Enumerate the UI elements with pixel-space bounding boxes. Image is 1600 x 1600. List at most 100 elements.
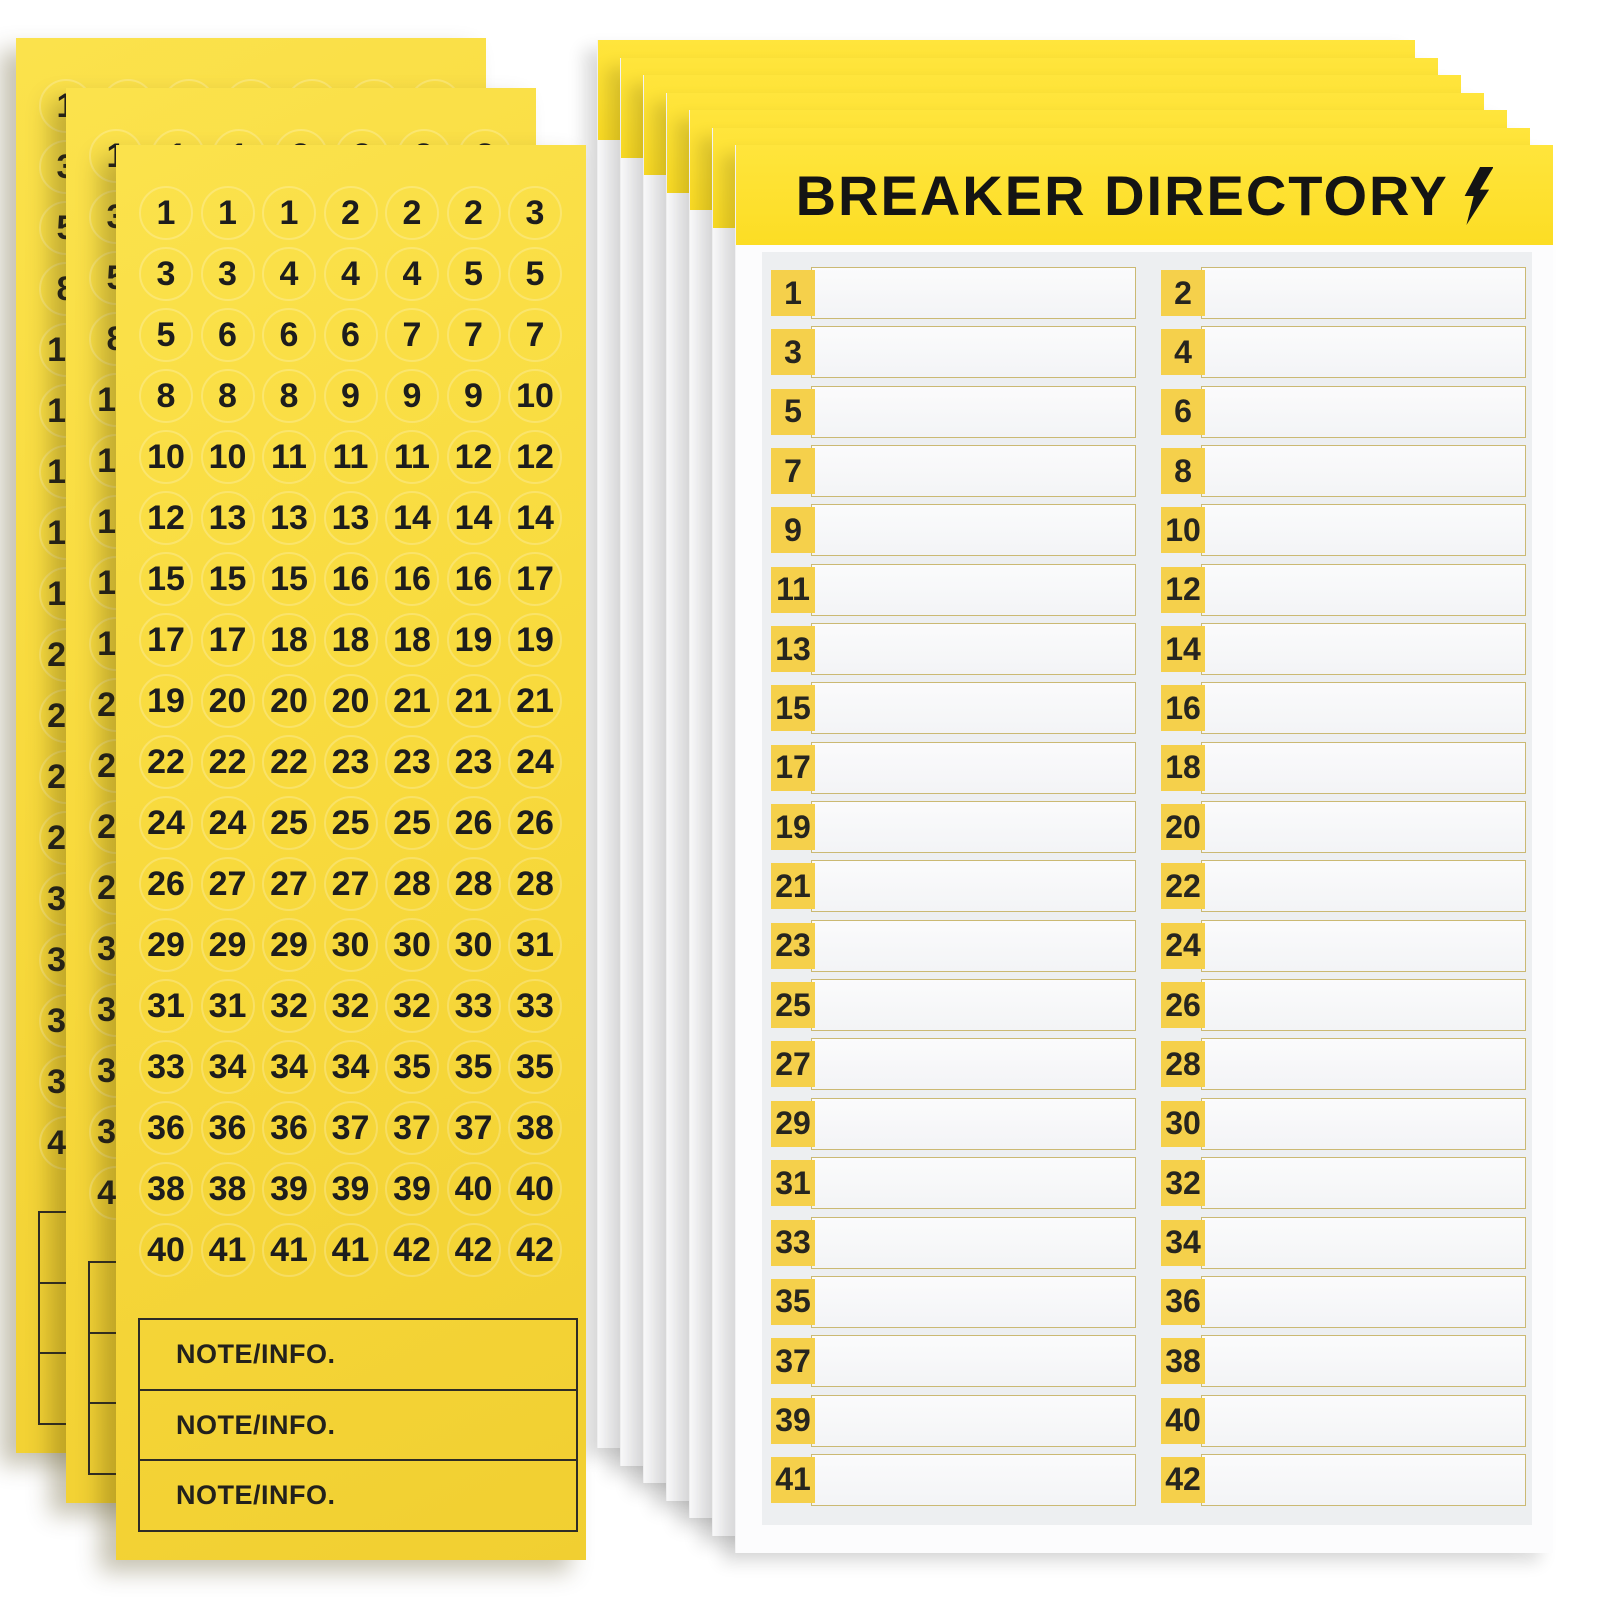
row-number-tab: 16 [1161, 685, 1205, 732]
sticker-number: 39 [382, 1159, 442, 1220]
note-label: NOTE/INFO. [176, 1409, 336, 1440]
row-write-line [811, 801, 1136, 854]
row-write-line [1201, 1097, 1526, 1150]
sticker-number: 36 [136, 1098, 196, 1159]
card-header: BREAKER DIRECTORY [736, 145, 1553, 245]
row-write-line [811, 1097, 1136, 1150]
sticker-number: 37 [382, 1098, 442, 1159]
row-number-tab: 40 [1161, 1397, 1205, 1444]
sticker-number: 16 [444, 549, 504, 610]
row-write-line [1201, 979, 1526, 1032]
row-write-line [1201, 860, 1526, 913]
sticker-number: 9 [444, 366, 504, 427]
row-number-tab: 10 [1161, 507, 1205, 554]
sticker-number: 39 [259, 1159, 319, 1220]
row-write-line [1201, 1275, 1526, 1328]
sticker-number: 17 [198, 610, 258, 671]
row-number-tab: 20 [1161, 804, 1205, 851]
note-row: NOTE/INFO. [140, 1388, 576, 1460]
row-number-tab: 17 [771, 744, 815, 791]
sticker-number: 6 [321, 305, 381, 366]
sticker-number: 8 [259, 366, 319, 427]
sticker-number: 31 [505, 915, 565, 976]
rows-column-left: 1 3 5 7 9 11 13 15 17 19 21 23 25 27 29 31 33 35 37 39 41 [771, 267, 1136, 1506]
breaker-row: 21 [771, 860, 1136, 913]
breaker-row: 24 [1161, 919, 1526, 972]
row-write-line [811, 919, 1136, 972]
row-number-tab: 35 [771, 1278, 815, 1325]
row-write-line [1201, 267, 1526, 319]
sticker-number: 25 [259, 793, 319, 854]
sticker-number: 1 [136, 183, 196, 244]
breaker-row: 32 [1161, 1157, 1526, 1210]
breaker-row: 34 [1161, 1216, 1526, 1269]
sticker-number: 42 [505, 1220, 565, 1281]
sticker-number: 4 [382, 244, 442, 305]
note-box: NOTE/INFO. NOTE/INFO. NOTE/INFO. [138, 1318, 578, 1532]
row-write-line [1201, 326, 1526, 379]
row-write-line [1201, 385, 1526, 438]
breaker-row: 25 [771, 979, 1136, 1032]
sticker-number: 21 [382, 671, 442, 732]
breaker-row: 17 [771, 741, 1136, 794]
row-number-tab: 28 [1161, 1041, 1205, 1088]
row-write-line [811, 979, 1136, 1032]
row-number-tab: 34 [1161, 1219, 1205, 1266]
sticker-number: 11 [321, 427, 381, 488]
sticker-number: 1 [198, 183, 258, 244]
row-write-line [811, 445, 1136, 498]
breaker-row: 22 [1161, 860, 1526, 913]
row-write-line [1201, 563, 1526, 616]
sticker-number: 30 [444, 915, 504, 976]
sticker-number: 18 [321, 610, 381, 671]
row-number-tab: 22 [1161, 863, 1205, 910]
breaker-row: 20 [1161, 801, 1526, 854]
row-write-line [811, 326, 1136, 379]
sticker-number: 30 [321, 915, 381, 976]
row-number-tab: 5 [771, 388, 815, 435]
breaker-row: 12 [1161, 563, 1526, 616]
sticker-number: 29 [198, 915, 258, 976]
sticker-number: 36 [198, 1098, 258, 1159]
row-number-tab: 37 [771, 1338, 815, 1385]
breaker-row: 36 [1161, 1275, 1526, 1328]
sticker-number: 29 [136, 915, 196, 976]
row-write-line [811, 682, 1136, 735]
sticker-number: 15 [136, 549, 196, 610]
note-label: NOTE/INFO. [176, 1338, 336, 1369]
sticker-number: 20 [198, 671, 258, 732]
breaker-row: 37 [771, 1335, 1136, 1388]
row-number-tab: 33 [771, 1219, 815, 1266]
sticker-number: 19 [505, 610, 565, 671]
sticker-number: 2 [382, 183, 442, 244]
sticker-number: 35 [382, 1037, 442, 1098]
sticker-number: 8 [198, 366, 258, 427]
sticker-number: 32 [382, 976, 442, 1037]
sticker-number: 18 [382, 610, 442, 671]
sticker-number: 5 [505, 244, 565, 305]
sticker-number: 28 [382, 854, 442, 915]
row-write-line [811, 1335, 1136, 1388]
row-write-line [1201, 741, 1526, 794]
rows-panel: 1 3 5 7 9 11 13 15 17 19 21 23 25 27 29 31 33 35 37 39 41 2 4 6… [762, 252, 1532, 1525]
breaker-row: 10 [1161, 504, 1526, 557]
row-write-line [1201, 504, 1526, 557]
row-write-line [1201, 445, 1526, 498]
sticker-number: 30 [382, 915, 442, 976]
row-number-tab: 8 [1161, 448, 1205, 495]
row-number-tab: 41 [771, 1456, 815, 1503]
breaker-row: 31 [771, 1157, 1136, 1210]
sticker-number: 38 [505, 1098, 565, 1159]
row-number-tab: 39 [771, 1397, 815, 1444]
row-write-line [811, 741, 1136, 794]
sticker-number: 12 [136, 488, 196, 549]
breaker-row: 30 [1161, 1097, 1526, 1150]
sticker-number: 39 [321, 1159, 381, 1220]
sticker-number: 5 [136, 305, 196, 366]
sticker-number: 17 [505, 549, 565, 610]
sticker-number: 27 [198, 854, 258, 915]
sticker-number: 31 [198, 976, 258, 1037]
breaker-row: 41 [771, 1453, 1136, 1506]
